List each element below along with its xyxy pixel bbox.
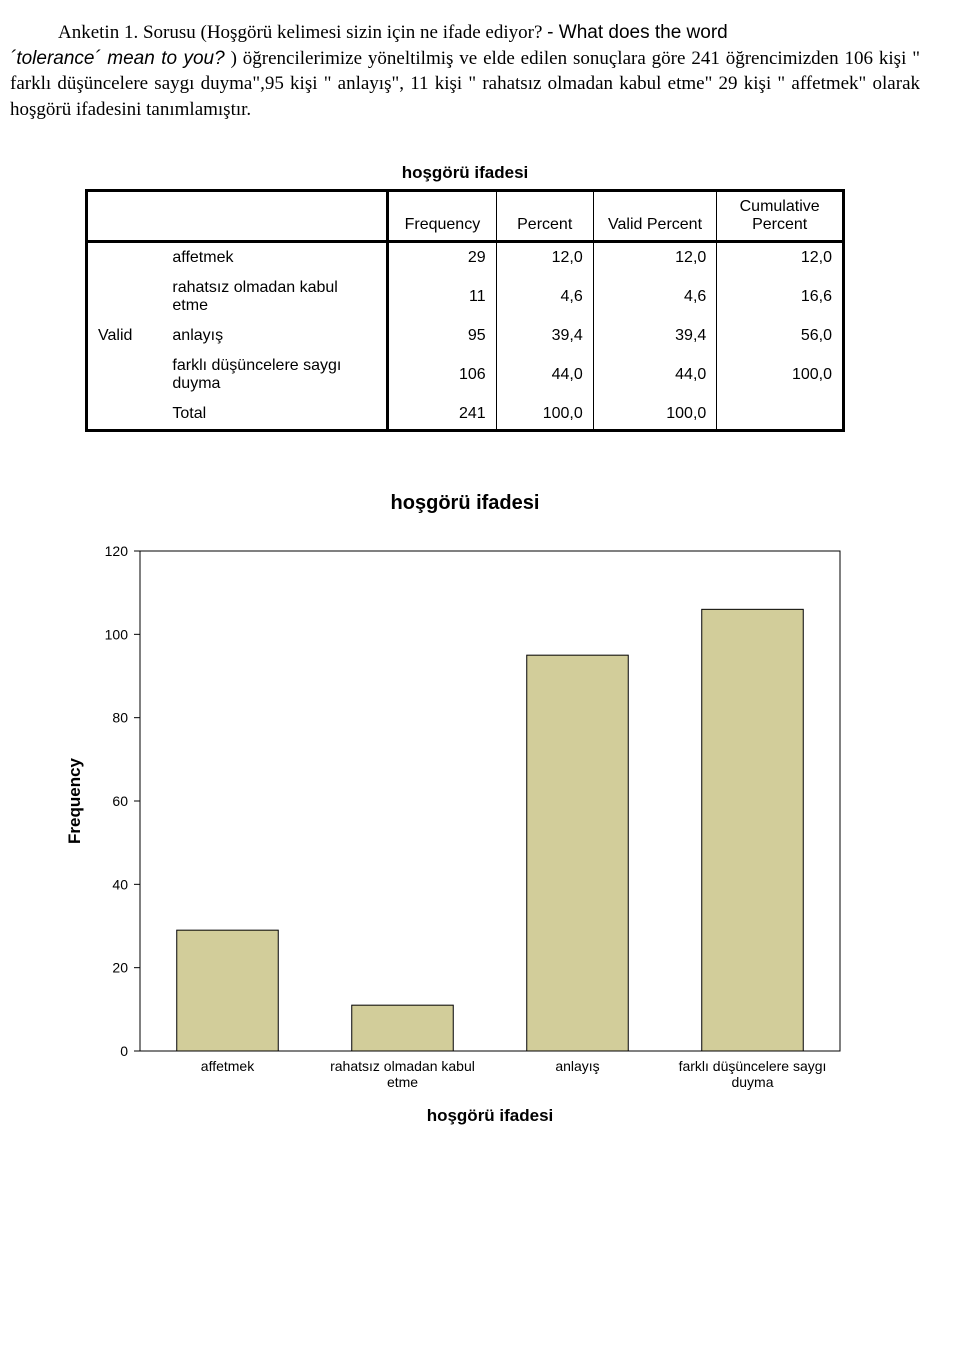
- svg-text:40: 40: [112, 876, 128, 892]
- cell-cpct: 100,0: [717, 351, 844, 399]
- row-label: rahatsız olmadan kabul etme: [162, 273, 387, 321]
- cell-pct: 12,0: [496, 241, 593, 273]
- cell-freq: 241: [388, 399, 497, 431]
- bar: [527, 655, 629, 1051]
- cell-pct: 100,0: [496, 399, 593, 431]
- header-frequency: Frequency: [388, 190, 497, 241]
- svg-text:20: 20: [112, 959, 128, 975]
- table-row: Total 241 100,0 100,0: [87, 399, 844, 431]
- row-label-line2: duyma: [172, 375, 220, 392]
- svg-text:80: 80: [112, 709, 128, 725]
- svg-text:Frequency: Frequency: [65, 757, 84, 844]
- cell-pct: 39,4: [496, 321, 593, 351]
- cell-vpct: 39,4: [593, 321, 717, 351]
- cell-pct: 4,6: [496, 273, 593, 321]
- cell-vpct: 44,0: [593, 351, 717, 399]
- header-percent: Percent: [496, 190, 593, 241]
- cell-cpct: 16,6: [717, 273, 844, 321]
- svg-text:100: 100: [105, 626, 129, 642]
- svg-text:0: 0: [120, 1043, 128, 1059]
- cell-pct: 44,0: [496, 351, 593, 399]
- bar: [177, 930, 279, 1051]
- header-valid-percent: Valid Percent: [593, 190, 717, 241]
- svg-text:hoşgörü ifadesi: hoşgörü ifadesi: [427, 1106, 554, 1125]
- question-title-tr: Anketin 1. Sorusu (Hoşgörü kelimesi sizi…: [58, 22, 542, 43]
- row-label: anlayış: [162, 321, 387, 351]
- table-row: anlayış 95 39,4 39,4 56,0: [87, 321, 844, 351]
- chart-title: hoşgörü ifadesi: [45, 492, 885, 515]
- table-row: rahatsız olmadan kabul etme 11 4,6 4,6 1…: [87, 273, 844, 321]
- cell-vpct: 12,0: [593, 241, 717, 273]
- bar-chart: 0 20 40 60 80 100 120 Frequency affetmek rahatsız…: [45, 521, 885, 1161]
- frequency-table: Frequency Percent Valid Percent Cumulati…: [85, 189, 845, 432]
- svg-text:affetmek: affetmek: [201, 1058, 255, 1074]
- table-header-row: Frequency Percent Valid Percent Cumulati…: [87, 190, 844, 241]
- header-blank: [87, 190, 388, 241]
- question-title-en-1: - What does the word: [547, 22, 728, 43]
- cell-vpct: 4,6: [593, 273, 717, 321]
- row-label: affetmek: [162, 241, 387, 273]
- row-label-line1: rahatsız olmadan kabul: [172, 279, 337, 296]
- svg-text:rahatsız olmadan kabul: rahatsız olmadan kabul: [330, 1058, 475, 1074]
- svg-text:farklı düşüncelere saygı: farklı düşüncelere saygı: [679, 1058, 827, 1074]
- header-cumulative: Cumulative Percent: [717, 190, 844, 241]
- document-page: Anketin 1. Sorusu (Hoşgörü kelimesi sizi…: [0, 0, 960, 1181]
- row-label: Total: [162, 399, 387, 431]
- cell-freq: 29: [388, 241, 497, 273]
- row-label: farklı düşüncelere saygı duyma: [162, 351, 387, 399]
- table-caption: hoşgörü ifadesi: [85, 163, 845, 183]
- svg-text:120: 120: [105, 543, 129, 559]
- header-cumulative-top: Cumulative: [740, 198, 820, 215]
- cell-cpct: [717, 399, 844, 431]
- table-row: Valid affetmek 29 12,0 12,0 12,0: [87, 241, 844, 273]
- cell-cpct: 56,0: [717, 321, 844, 351]
- cell-freq: 106: [388, 351, 497, 399]
- table-row: farklı düşüncelere saygı duyma 106 44,0 …: [87, 351, 844, 399]
- question-title-en-2: ´tolerance´ mean to you?: [10, 48, 225, 69]
- bar-chart-container: hoşgörü ifadesi 0 20 40 60 80 100 120 Frequency…: [45, 492, 885, 1161]
- svg-text:anlayış: anlayış: [555, 1058, 599, 1074]
- cell-cpct: 12,0: [717, 241, 844, 273]
- intro-paragraph: Anketin 1. Sorusu (Hoşgörü kelimesi sizi…: [10, 20, 920, 123]
- cell-freq: 11: [388, 273, 497, 321]
- bar: [352, 1005, 454, 1051]
- cell-vpct: 100,0: [593, 399, 717, 431]
- frequency-table-container: hoşgörü ifadesi Frequency Percent Valid …: [85, 163, 845, 432]
- svg-text:etme: etme: [387, 1074, 418, 1090]
- bar: [702, 609, 804, 1051]
- cell-freq: 95: [388, 321, 497, 351]
- valid-group-label: Valid: [87, 241, 163, 430]
- svg-text:60: 60: [112, 793, 128, 809]
- row-label-line2: etme: [172, 297, 208, 314]
- header-cumulative-sub: Percent: [752, 216, 807, 233]
- row-label-line1: farklı düşüncelere saygı: [172, 357, 341, 374]
- svg-text:duyma: duyma: [731, 1074, 773, 1090]
